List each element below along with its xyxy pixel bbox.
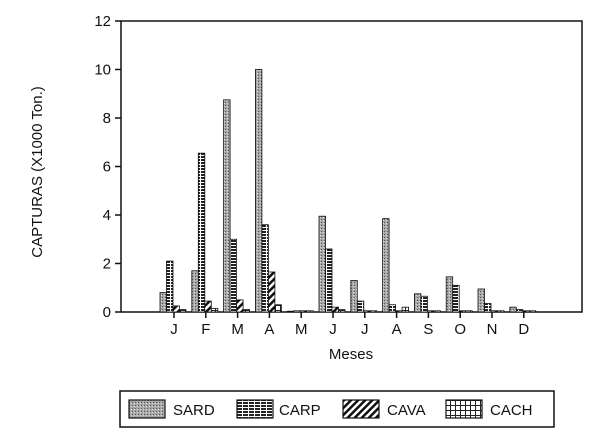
bar-cach [465, 310, 473, 313]
bar-cava [522, 310, 530, 313]
x-tick-label: J [170, 321, 178, 338]
y-tick-label: 0 [103, 304, 111, 321]
bar-cava [426, 310, 435, 313]
legend-swatch-sard [128, 399, 166, 419]
bar-cach [306, 310, 314, 313]
bars-group [159, 69, 537, 313]
bar-sard [191, 270, 199, 313]
bar-carp [388, 304, 397, 313]
bar-sard [254, 69, 263, 313]
legend-swatch-cava [342, 399, 380, 419]
bar-carp [356, 300, 365, 313]
y-axis: 0 2 4 6 8 10 12 [94, 13, 121, 321]
y-tick-label: 10 [94, 62, 111, 79]
x-tick-label: J [361, 321, 369, 338]
bar-carp [452, 284, 460, 313]
bar-cava [395, 310, 403, 313]
bar-cava [299, 310, 308, 313]
bar-sard [477, 288, 485, 313]
x-tick-label: A [392, 321, 402, 338]
y-tick-label: 4 [103, 207, 111, 224]
x-tick-label: M [231, 321, 244, 338]
bar-cach [210, 307, 219, 313]
bar-cava [458, 310, 467, 313]
bar-cach [528, 310, 537, 313]
bar-sard [318, 215, 326, 313]
legend: SARD CARP CAVA CACH [119, 390, 555, 428]
bar-cava [490, 310, 498, 313]
bar-cach [497, 310, 505, 313]
bar-cava [236, 299, 244, 313]
y-tick-label: 12 [94, 13, 111, 30]
bar-cach [433, 310, 441, 313]
y-tick-label: 6 [103, 159, 111, 176]
plot-area [120, 20, 583, 313]
bar-cava [363, 310, 371, 313]
bar-sard [445, 276, 454, 313]
bar-carp [166, 260, 174, 313]
y-tick-label: 2 [103, 256, 111, 273]
bar-sard [159, 292, 167, 313]
x-tick-label: J [329, 321, 337, 338]
x-tick-label: S [423, 321, 433, 338]
x-tick-label: F [201, 321, 210, 338]
bar-carp [197, 152, 206, 313]
bar-sard [382, 218, 390, 313]
bar-carp [420, 295, 428, 313]
bar-sard [413, 293, 422, 313]
bar-sard [286, 310, 295, 313]
bar-carp [293, 310, 301, 313]
bar-cach [369, 310, 378, 313]
bar-cach [242, 309, 251, 313]
x-tick-label: O [454, 321, 466, 338]
y-tick-label: 8 [103, 110, 111, 127]
bar-cach [338, 309, 346, 313]
bar-carp [484, 303, 492, 313]
bar-cava [267, 271, 276, 313]
bar-carp [515, 309, 524, 313]
x-tick-label: A [264, 321, 274, 338]
legend-label-carp: CARP [279, 402, 321, 419]
x-tick-label: D [518, 321, 529, 338]
bar-carp [261, 224, 269, 313]
bar-carp [229, 238, 238, 313]
x-tick-label: M [295, 321, 308, 338]
legend-label-sard: SARD [173, 402, 215, 419]
x-axis-title: Meses [329, 346, 373, 363]
bar-sard [350, 280, 358, 313]
bar-sard [509, 306, 517, 313]
legend-swatch-cach [445, 399, 483, 419]
legend-label-cava: CAVA [387, 402, 426, 419]
y-axis-title: CAPTURAS (X1000 Ton.) [29, 86, 46, 257]
bar-sard [223, 99, 231, 313]
bar-cach [401, 306, 410, 313]
bar-cava [172, 305, 180, 313]
x-tick-label: N [487, 321, 498, 338]
bar-cava [204, 300, 212, 313]
bar-cach [179, 309, 187, 313]
legend-label-cach: CACH [490, 402, 533, 419]
bar-cava [331, 306, 339, 313]
bar-carp [325, 248, 333, 313]
bar-cach [274, 304, 282, 313]
legend-swatch-carp [236, 399, 274, 419]
